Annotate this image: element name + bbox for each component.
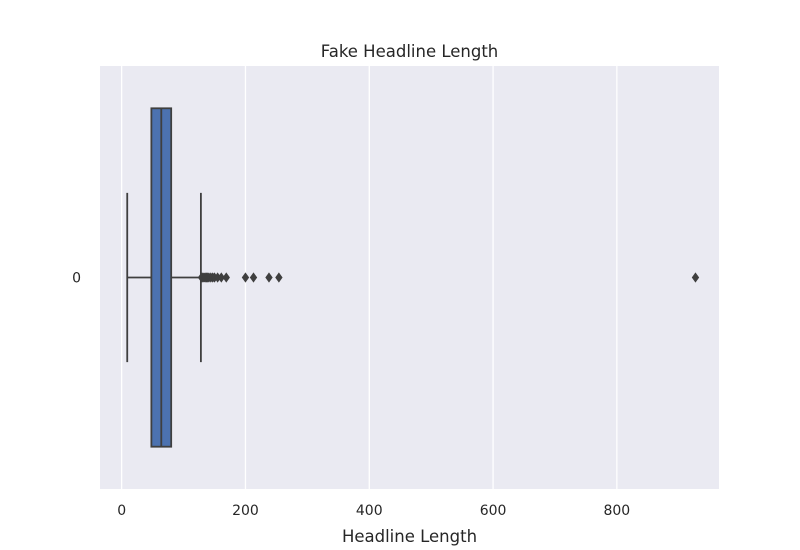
x-tick-label: 400 <box>356 503 383 519</box>
outlier-point <box>217 272 226 283</box>
outlier-point <box>249 272 258 283</box>
x-axis-ticks: 0 200 400 600 800 <box>117 503 630 519</box>
x-tick-label: 800 <box>603 503 630 519</box>
box-group <box>126 107 700 448</box>
x-tick-label: 200 <box>232 503 259 519</box>
x-tick-label: 0 <box>117 503 126 519</box>
outlier-point <box>241 272 250 283</box>
outlier-point <box>222 272 230 283</box>
box-plot <box>126 107 700 448</box>
outlier-point <box>691 272 700 283</box>
x-axis-label: Headline Length <box>342 527 477 546</box>
y-axis-ticks: 0 <box>72 271 81 287</box>
y-tick-label: 0 <box>72 271 81 287</box>
outlier-point <box>265 272 273 283</box>
x-tick-label: 600 <box>480 503 507 519</box>
outlier-point <box>275 272 283 283</box>
chart-title: Fake Headline Length <box>321 42 499 61</box>
